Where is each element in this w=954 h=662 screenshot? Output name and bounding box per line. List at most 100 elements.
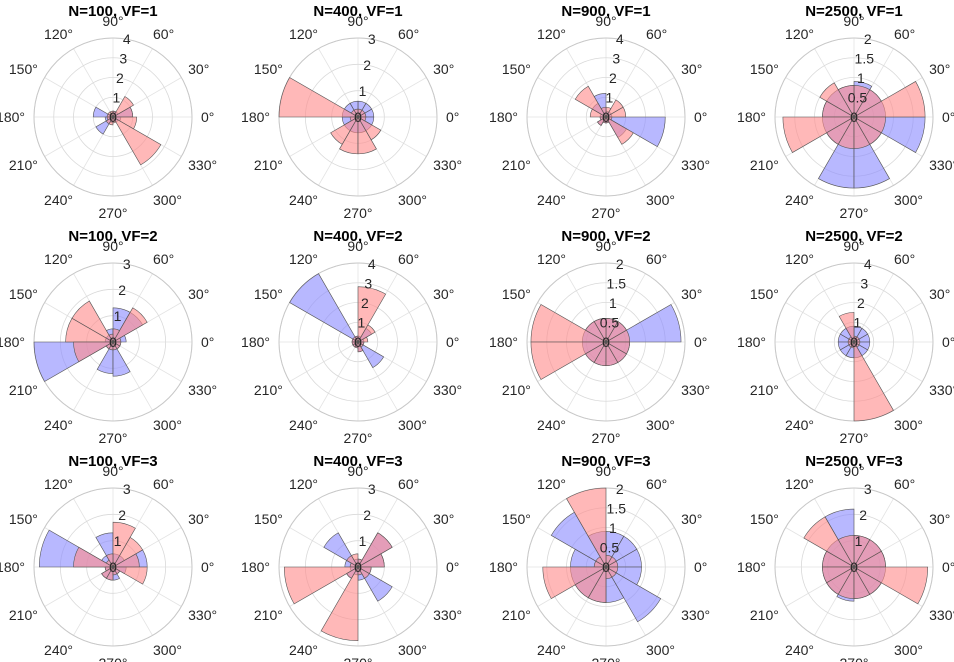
angle-tick-label: 30° (433, 511, 454, 527)
angle-tick-label: 180° (737, 559, 766, 575)
radius-tick-label: 1 (857, 70, 865, 86)
histogram-wedge (566, 487, 607, 569)
angle-tick-label: 150° (254, 286, 283, 302)
angle-tick-label: 90° (347, 238, 368, 254)
chart-title: N=100, VF=2 (68, 228, 157, 245)
histogram-wedge (65, 317, 115, 343)
histogram-wedge (111, 341, 122, 347)
radius-tick-label: 0 (602, 334, 610, 350)
histogram-wedge (819, 82, 855, 118)
angle-tick-label: 0° (446, 559, 459, 575)
angle-tick-label: 90° (843, 463, 864, 479)
radius-gridline (53, 57, 173, 177)
angle-tick-label: 180° (489, 109, 518, 125)
angle-tick-label: 0° (446, 334, 459, 350)
angle-tick-label: 300° (894, 417, 923, 433)
angle-tick-label: 330° (929, 607, 954, 623)
angle-tick-label: 90° (102, 238, 123, 254)
angle-tick-label: 210° (254, 157, 283, 173)
angle-tick-label: 270° (592, 430, 621, 446)
angle-tick-label: 90° (843, 238, 864, 254)
angle-tick-label: 180° (489, 559, 518, 575)
histogram-wedge (356, 566, 372, 574)
angle-tick-label: 0° (942, 559, 954, 575)
angle-tick-label: 330° (681, 607, 710, 623)
radius-tick-label: 0.5 (848, 90, 868, 106)
angle-tick-label: 300° (894, 192, 923, 208)
radius-tick-label: 2 (363, 507, 371, 523)
radius-tick-label: 3 (368, 31, 376, 47)
histogram-wedge (112, 116, 162, 166)
angle-tick-label: 240° (537, 192, 566, 208)
angle-tick-label: 150° (254, 511, 283, 527)
radius-tick-label: 3 (123, 481, 131, 497)
histogram-wedge (357, 115, 377, 155)
angle-tick-label: 240° (785, 417, 814, 433)
angle-tick-label: 330° (681, 382, 710, 398)
angle-tick-label: 270° (840, 430, 869, 446)
histogram-wedge (357, 341, 385, 369)
polar-chart: 01230°30°60°90°120°150°180°210°240°270°3… (0, 453, 217, 662)
chart-title: N=100, VF=1 (68, 3, 157, 20)
radius-tick-label: 0 (354, 559, 362, 575)
angle-tick-label: 180° (241, 109, 270, 125)
radius-tick-label: 1 (114, 308, 122, 324)
radius-tick-label: 2 (118, 507, 126, 523)
angle-tick-label: 180° (737, 109, 766, 125)
histogram-wedge (604, 116, 613, 121)
histogram-wedge (589, 108, 608, 118)
polar-axis-edge (278, 487, 438, 647)
angle-tick-label: 120° (289, 251, 318, 267)
angle-tick-label: 240° (289, 417, 318, 433)
histogram-wedge (604, 341, 631, 355)
polar-chart: 0 1 2 3 4 0° 30° 60° 90° 120° 150° 180° 210° 240° 270°… (241, 228, 462, 446)
angle-tick-label: 180° (737, 334, 766, 350)
angle-tick-label: 90° (595, 463, 616, 479)
angle-tick-label: 210° (9, 607, 38, 623)
angle-tick-label: 270° (99, 655, 128, 662)
histogram-wedge (605, 116, 634, 145)
angle-tick-label: 300° (398, 192, 427, 208)
histogram-wedge (106, 565, 114, 581)
angle-tick-label: 30° (929, 511, 950, 527)
angle-tick-label: 330° (188, 382, 217, 398)
angle-tick-label: 330° (433, 157, 462, 173)
angle-tick-label: 30° (188, 61, 209, 77)
histogram-wedge (574, 85, 607, 118)
angle-tick-label: 330° (929, 382, 954, 398)
angle-tick-label: 120° (289, 476, 318, 492)
radius-tick-label: 3 (119, 51, 127, 67)
radius-tick-label: 4 (616, 31, 624, 47)
angle-tick-label: 210° (750, 382, 779, 398)
angle-tick-label: 270° (592, 205, 621, 221)
angle-tick-label: 150° (9, 61, 38, 77)
polar-chart: 01230°30°60°90°120°150°180°210°240°270°3… (241, 453, 462, 662)
angle-tick-label: 60° (153, 251, 174, 267)
radius-tick-label: 2 (857, 295, 865, 311)
polar-axis-edge (526, 37, 686, 197)
angle-tick-label: 180° (489, 334, 518, 350)
angle-tick-label: 150° (502, 286, 531, 302)
angle-tick-label: 270° (840, 655, 869, 662)
angle-tick-label: 90° (843, 13, 864, 29)
angle-tick-label: 0° (694, 109, 707, 125)
histogram-wedge (357, 532, 393, 568)
angle-tick-label: 60° (398, 251, 419, 267)
radius-tick-label: 0 (354, 109, 362, 125)
angle-tick-label: 60° (894, 476, 915, 492)
angle-tick-label: 0° (942, 109, 954, 125)
chart-title: N=400, VF=2 (313, 228, 402, 245)
angle-tick-label: 240° (44, 417, 73, 433)
radius-tick-label: 1 (359, 533, 367, 549)
angle-tick-label: 120° (289, 26, 318, 42)
angle-tick-label: 330° (929, 157, 954, 173)
angle-tick-label: 60° (153, 26, 174, 42)
radius-tick-label: 0 (602, 109, 610, 125)
histogram-wedge (356, 341, 365, 346)
histogram-wedge (73, 546, 115, 568)
angle-tick-label: 270° (99, 430, 128, 446)
histogram-wedge (782, 116, 856, 153)
angle-tick-label: 210° (502, 607, 531, 623)
polar-axis-edge (526, 262, 686, 422)
angle-tick-label: 330° (681, 157, 710, 173)
